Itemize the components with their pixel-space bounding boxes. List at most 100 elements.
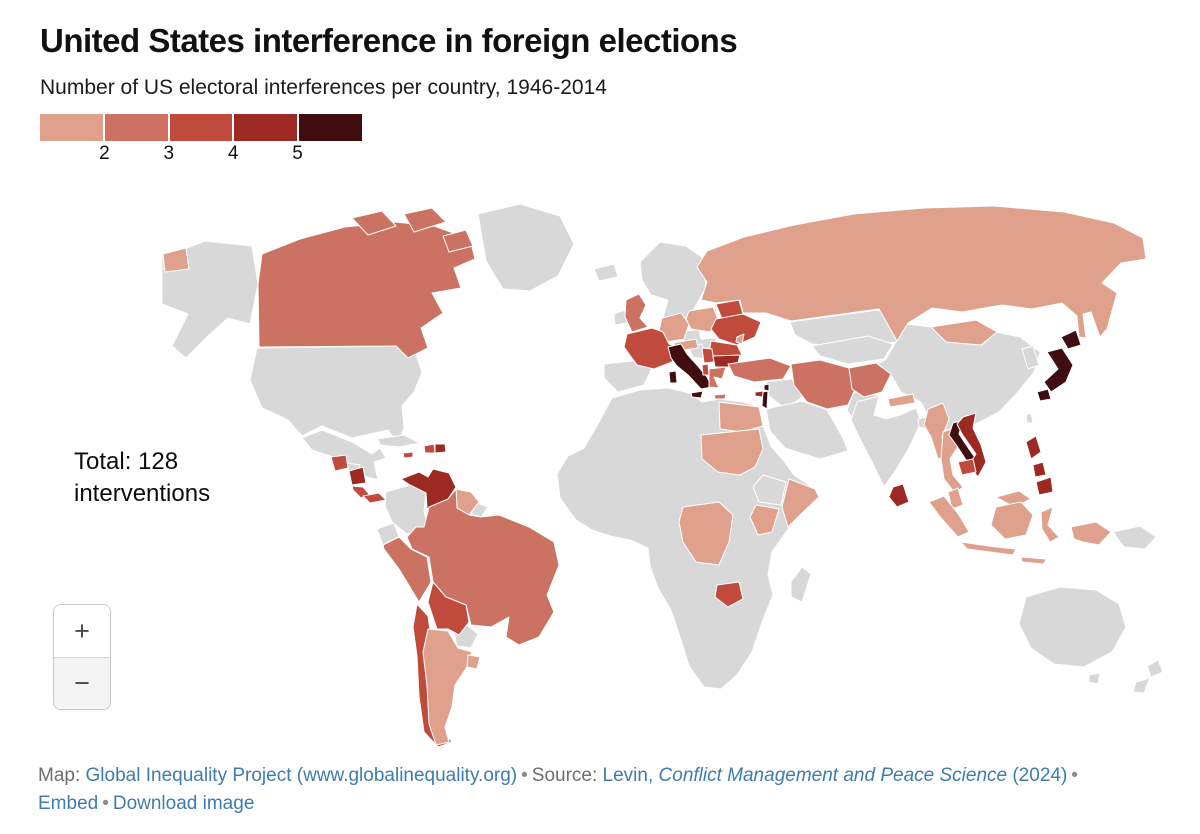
download-image-link[interactable]: Download image: [112, 792, 255, 814]
country-peru[interactable]: [382, 536, 432, 603]
legend-swatch-3: [169, 114, 233, 141]
country-israel[interactable]: [761, 390, 769, 410]
land-india: [850, 395, 922, 488]
country-bolivia[interactable]: [427, 581, 470, 636]
land-central-asia: [811, 335, 894, 365]
country-argentina[interactable]: [422, 628, 473, 746]
country-nicaragua[interactable]: [348, 466, 367, 486]
land-tasmania: [1088, 672, 1101, 685]
country-nepal[interactable]: [887, 393, 916, 408]
total-annotation: Total: 128 interventions: [74, 446, 210, 511]
legend-swatch-4: [234, 114, 298, 141]
country-malaysia[interactable]: [947, 487, 964, 510]
country-russia-chukotka[interactable]: [162, 247, 190, 273]
country-lebanon[interactable]: [763, 383, 770, 392]
separator-dot: •: [521, 765, 528, 786]
country-dr-congo[interactable]: [678, 501, 734, 566]
legend-swatch-2: [104, 114, 168, 141]
country-albania[interactable]: [701, 363, 710, 376]
source-author: Levin,: [602, 765, 654, 786]
country-zimbabwe[interactable]: [714, 581, 744, 608]
country-mongolia[interactable]: [930, 319, 998, 346]
zoom-out-button[interactable]: −: [54, 657, 110, 709]
country-haiti[interactable]: [423, 443, 436, 454]
source-journal: Conflict Management and Peace Science: [658, 765, 1008, 786]
country-poland[interactable]: [685, 306, 720, 333]
map-source-link[interactable]: Global Inequality Project (www.globaline…: [85, 765, 518, 786]
map-label: Map:: [38, 765, 81, 786]
country-indonesia-java[interactable]: [960, 541, 1017, 556]
country-serbia[interactable]: [701, 347, 715, 364]
country-philippines-visayas[interactable]: [1032, 461, 1047, 478]
country-japan-honshu[interactable]: [1043, 347, 1074, 393]
source-year: (2024): [1012, 765, 1068, 786]
country-indonesia-kalimantan[interactable]: [990, 501, 1034, 540]
country-russia[interactable]: [696, 205, 1147, 342]
country-egypt[interactable]: [718, 401, 764, 433]
country-japan-hokkaido[interactable]: [1060, 329, 1082, 350]
country-cambodia[interactable]: [957, 458, 977, 476]
country-vietnam[interactable]: [956, 412, 987, 478]
attribution-footer: Map: Global Inequality Project (www.glob…: [38, 762, 1188, 817]
land-madagascar: [790, 566, 812, 603]
land-iceland: [593, 263, 619, 282]
page-title: United States interference in foreign el…: [40, 22, 738, 59]
country-panama[interactable]: [362, 492, 387, 504]
country-greece-crete[interactable]: [713, 393, 727, 400]
embed-link[interactable]: Embed: [38, 792, 99, 814]
country-somalia[interactable]: [781, 478, 820, 528]
country-uruguay[interactable]: [466, 654, 481, 670]
page-subtitle: Number of US electoral interferences per…: [40, 76, 607, 99]
country-indonesia-lesser-sunda[interactable]: [1020, 556, 1047, 565]
country-indonesia-papua[interactable]: [1070, 521, 1112, 546]
legend-ticks: 2 3 4 5: [40, 141, 362, 165]
country-canada-arctic-2[interactable]: [403, 207, 447, 233]
legend-tick-5: 5: [292, 143, 303, 164]
country-guatemala[interactable]: [330, 454, 349, 472]
country-indonesia-sulawesi[interactable]: [1040, 506, 1060, 543]
legend-tick-4: 4: [227, 143, 239, 164]
land-cuba: [376, 434, 421, 448]
country-kenya[interactable]: [749, 504, 780, 536]
country-greece[interactable]: [708, 366, 727, 389]
land-ethiopia: [752, 474, 787, 506]
country-canada-arctic-1[interactable]: [351, 210, 397, 236]
country-sri-lanka[interactable]: [888, 483, 910, 508]
country-united-kingdom[interactable]: [624, 293, 649, 333]
color-legend: 2 3 4 5: [40, 114, 362, 165]
country-turkey[interactable]: [727, 357, 792, 383]
country-ukraine[interactable]: [710, 313, 762, 346]
legend-swatch-5: [299, 114, 362, 141]
country-japan-kyushu[interactable]: [1036, 388, 1052, 402]
country-italy-sardinia[interactable]: [668, 370, 678, 384]
land-alaska: [161, 240, 259, 359]
zoom-in-button[interactable]: +: [54, 605, 110, 657]
country-dominican-republic[interactable]: [434, 443, 447, 454]
source-link[interactable]: Levin, Conflict Management and Peace Sci…: [603, 765, 1068, 786]
country-philippines-mindanao[interactable]: [1035, 476, 1054, 496]
country-jamaica[interactable]: [402, 451, 414, 459]
country-canada[interactable]: [257, 221, 476, 359]
country-cyprus[interactable]: [754, 390, 765, 398]
country-italy-sicily[interactable]: [690, 390, 704, 399]
land-arabia: [765, 400, 849, 460]
country-afghanistan[interactable]: [848, 362, 892, 398]
legend-tick-2: 2: [99, 143, 110, 164]
total-annotation-line2: interventions: [74, 480, 211, 508]
source-label: Source:: [531, 765, 598, 786]
world-map: [161, 203, 1164, 748]
country-brazil[interactable]: [406, 488, 560, 646]
land-usa: [249, 345, 423, 445]
land-ireland: [613, 309, 628, 326]
separator-dot-2: •: [1071, 765, 1078, 786]
country-indonesia-sumatra[interactable]: [928, 495, 970, 538]
country-iran[interactable]: [790, 359, 857, 410]
country-philippines-luzon[interactable]: [1025, 435, 1042, 460]
map-zoom-control: + −: [53, 604, 111, 710]
land-greenland: [477, 203, 575, 292]
separator-dot-3: •: [102, 792, 109, 814]
country-canada-arctic-3[interactable]: [442, 229, 474, 253]
country-sudan[interactable]: [700, 428, 764, 476]
country-moldova[interactable]: [735, 333, 745, 345]
